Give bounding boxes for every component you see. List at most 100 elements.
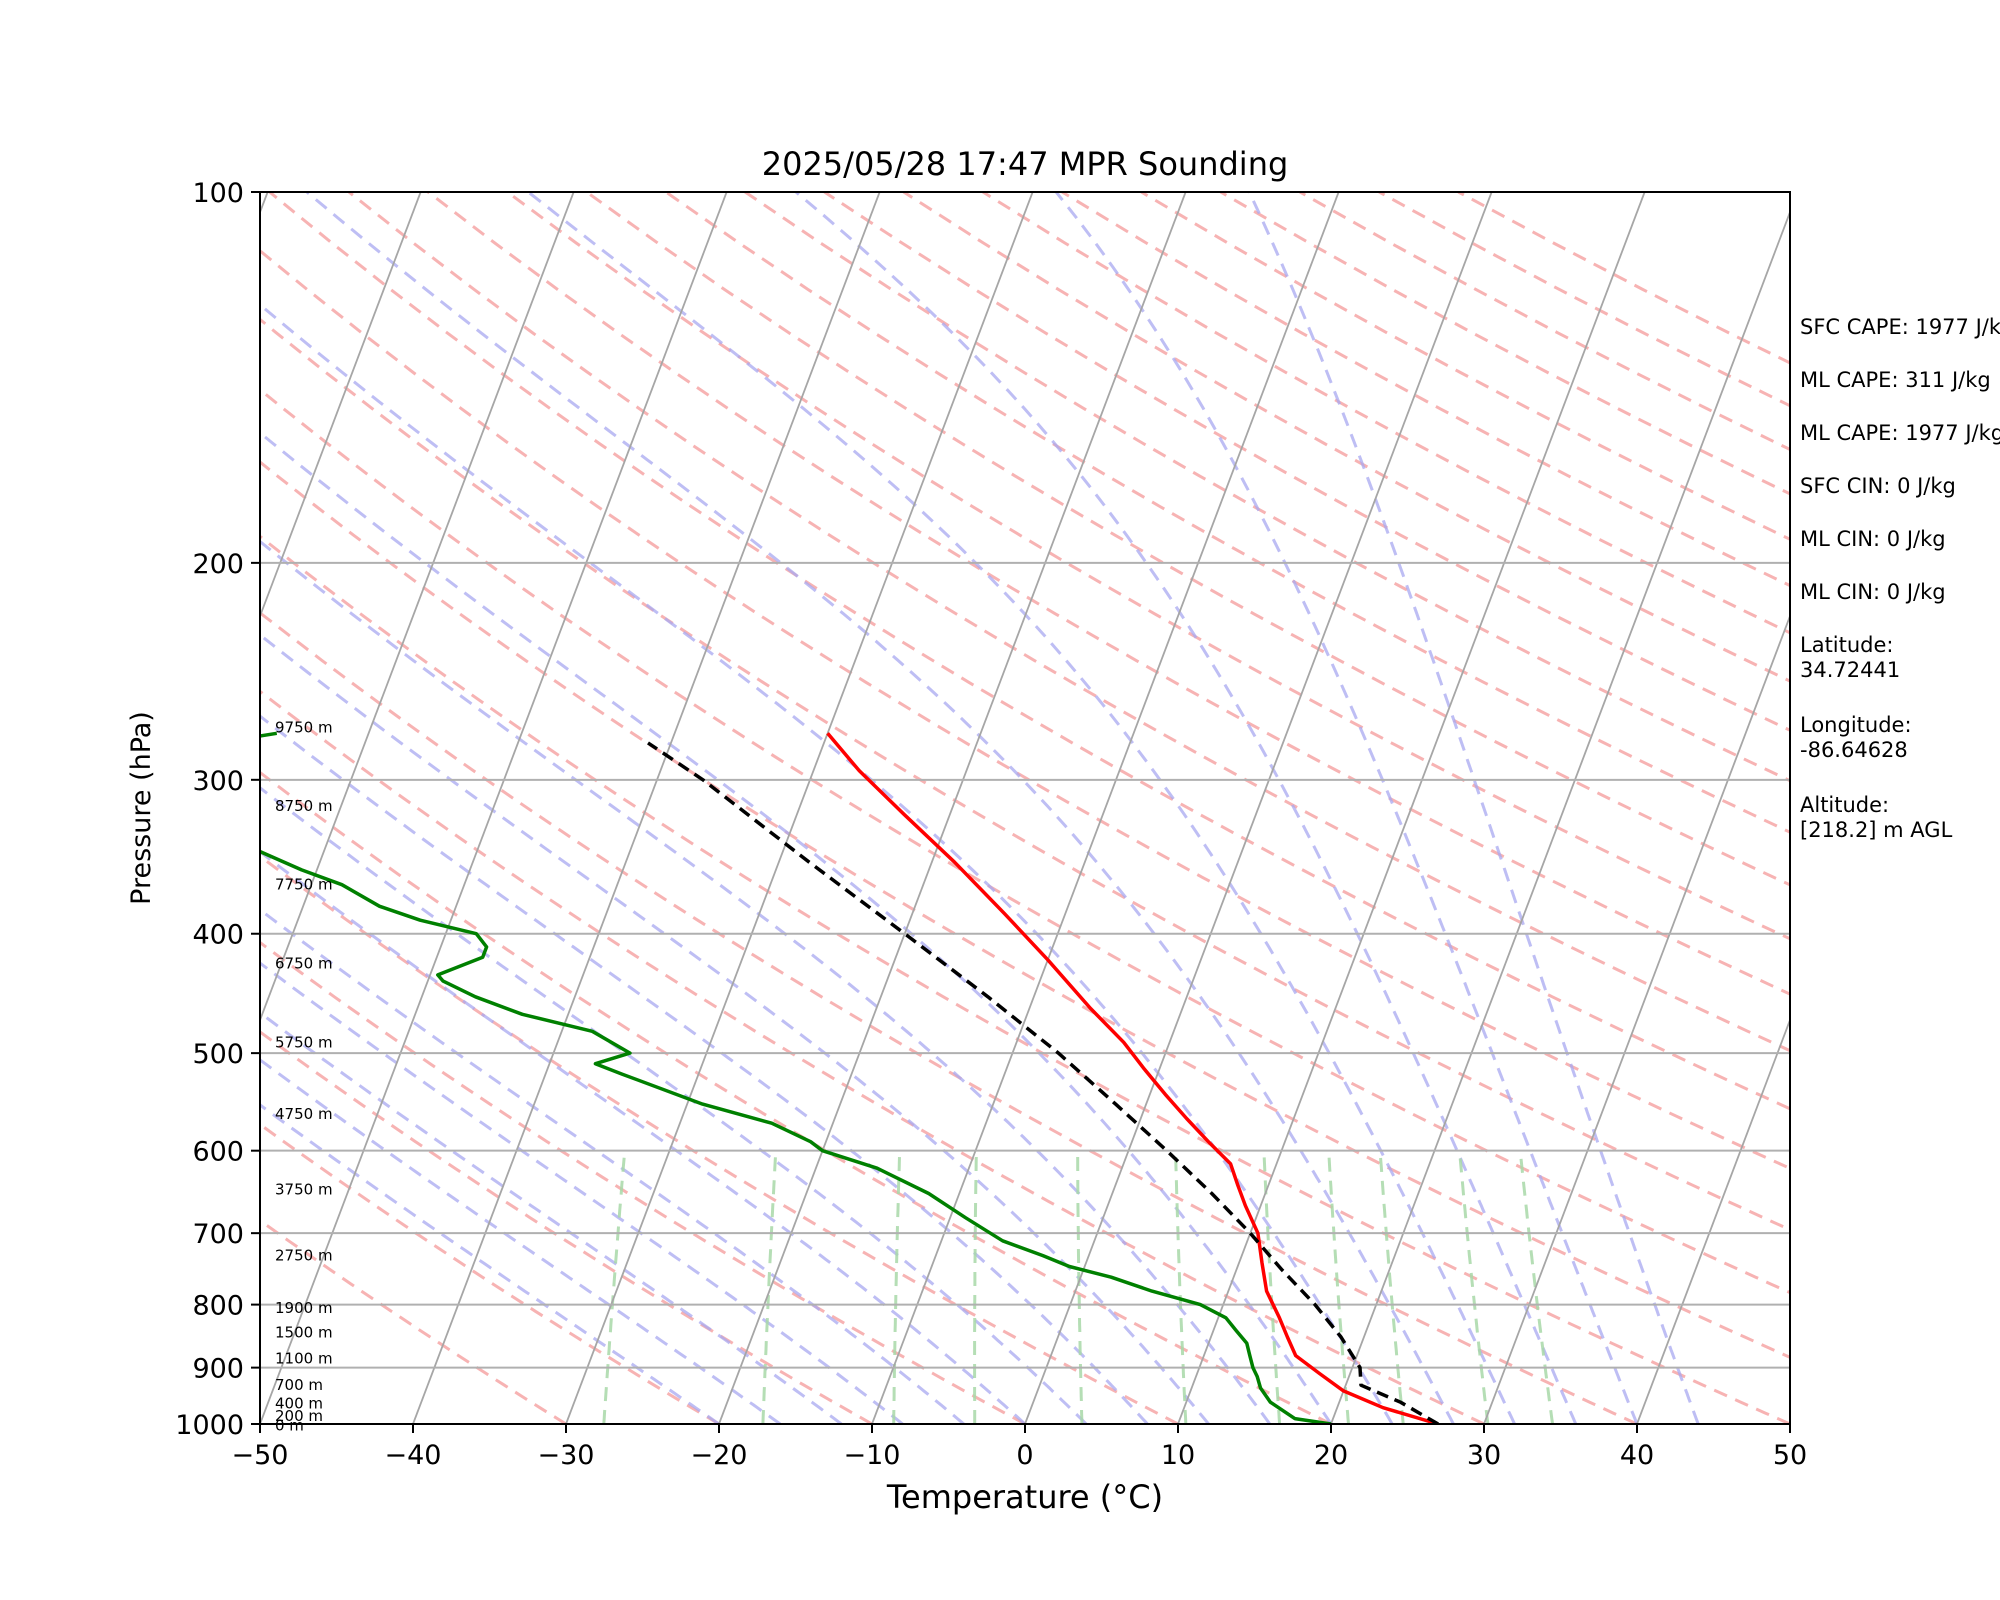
x-tick-label: 20 (1314, 1440, 1348, 1471)
height-label: 9750 m (275, 718, 333, 736)
height-label: 1900 m (275, 1299, 333, 1317)
isotherm (565, 192, 1034, 1424)
dry-adiabat (260, 1218, 567, 1424)
dewpoint-line (260, 731, 1332, 1424)
dry-adiabat (260, 1122, 720, 1424)
sfc-cape-text: SFC CAPE: 1977 J/kg (1800, 315, 2000, 339)
mixing-ratio-line (973, 1150, 978, 1424)
height-label: 8750 m (275, 797, 333, 815)
isotherm (1636, 1017, 1790, 1424)
moist-adiabat (260, 1010, 843, 1424)
x-tick-label: −50 (232, 1440, 289, 1471)
latitude-label: Latitude: (1800, 633, 1894, 657)
ml-cape-text-2: ML CAPE: 1977 J/kg (1800, 421, 2000, 445)
y-tick-label: 500 (192, 1039, 244, 1070)
isotherm (1024, 192, 1493, 1424)
y-tick-label: 200 (192, 549, 244, 580)
moist-adiabat (260, 961, 904, 1424)
dry-adiabat (260, 387, 1790, 1295)
height-label: 6750 m (275, 955, 333, 973)
moist-adiabat (260, 633, 1210, 1424)
dry-adiabat (744, 192, 1790, 783)
longitude-value: -86.64628 (1800, 738, 1908, 762)
moist-adiabat (305, 192, 1455, 1424)
mixing-ratio-line (1174, 1150, 1188, 1424)
y-tick-label: 800 (192, 1291, 244, 1322)
chart-title: 2025/05/28 17:47 MPR Sounding (762, 145, 1289, 183)
moist-adiabat (795, 192, 1578, 1424)
y-tick-label: 700 (192, 1219, 244, 1250)
ml-cin-text-2: ML CIN: 0 J/kg (1800, 580, 1946, 604)
dry-adiabat (260, 317, 1790, 1232)
sounding-stats: SFC CAPE: 1977 J/kg ML CAPE: 311 J/kg ML… (1800, 315, 2000, 873)
height-label: 4750 m (275, 1105, 333, 1123)
latitude-value: 34.72441 (1800, 658, 1901, 682)
height-label: 400 m (275, 1394, 323, 1412)
moist-adiabat (260, 785, 1088, 1424)
dry-adiabat (260, 770, 1332, 1424)
x-tick-label: −10 (844, 1440, 901, 1471)
altitude-block: Altitude: [218.2] m AGL (1800, 793, 2000, 873)
temperature-line (826, 732, 1439, 1424)
isotherm (718, 192, 1187, 1424)
dry-adiabat (260, 248, 1790, 1171)
mixing-ratio-line (1076, 1150, 1084, 1424)
moist-adiabat (260, 1103, 720, 1424)
y-tick-label: 400 (192, 920, 244, 951)
dry-adiabat (268, 192, 1790, 1111)
moist-adiabat (260, 714, 1149, 1424)
sounding-series (260, 731, 1439, 1424)
y-tick-label: 900 (192, 1354, 244, 1385)
isotherm (412, 192, 881, 1424)
mixing-ratio-line (602, 1150, 627, 1424)
y-tick-label: 1000 (175, 1410, 244, 1441)
moist-adiabat (260, 539, 1272, 1424)
altitude-value: [218.2] m AGL (1800, 818, 1953, 842)
isotherm (871, 192, 1340, 1424)
dry-adiabat (665, 192, 1790, 834)
dry-adiabat (823, 192, 1790, 732)
y-axis-label: Pressure (hPa) (126, 711, 157, 905)
moist-adiabat (1247, 192, 1700, 1424)
moist-adiabat (260, 907, 965, 1424)
longitude-label: Longitude: (1800, 713, 1912, 737)
dry-adiabat (260, 689, 1485, 1424)
isotherm (260, 192, 728, 1424)
altitude-label: Altitude: (1800, 793, 1890, 817)
sfc-cin-text: SFC CIN: 0 J/kg (1800, 474, 1956, 498)
ml-cape-text: ML CAPE: 311 J/kg (1800, 368, 1991, 392)
x-axis-ticks: −50 −40 −30 −20 −10 0 10 20 30 40 50 (232, 1424, 1807, 1471)
dry-adiabat (427, 192, 1790, 996)
y-tick-label: 100 (192, 178, 244, 209)
x-tick-label: −40 (385, 1440, 442, 1471)
y-tick-label: 300 (192, 766, 244, 797)
height-label: 0 m (275, 1417, 304, 1435)
height-label: 1500 m (275, 1324, 333, 1342)
dry-adiabat (506, 192, 1790, 941)
dry-adiabat (585, 192, 1790, 887)
height-label: 7750 m (275, 876, 333, 894)
mixing-ratio-line (761, 1150, 778, 1424)
background-lines (260, 192, 1790, 1424)
x-axis-label: Temperature (°C) (886, 1478, 1163, 1516)
dry-adiabat (260, 940, 1026, 1424)
latitude-block: Latitude: 34.72441 (1800, 633, 2000, 713)
x-tick-label: 40 (1620, 1440, 1654, 1471)
isotherm (1330, 209, 1790, 1424)
height-label: 5750 m (275, 1033, 333, 1051)
x-tick-label: 30 (1467, 1440, 1501, 1471)
parcel-profile-line (647, 741, 1439, 1424)
x-tick-label: 50 (1773, 1440, 1807, 1471)
dry-adiabat (260, 610, 1638, 1424)
moist-adiabat (1054, 192, 1639, 1424)
dry-adiabat (260, 534, 1790, 1424)
x-tick-label: 0 (1016, 1440, 1033, 1471)
ml-cin-text: ML CIN: 0 J/kg (1800, 527, 1946, 551)
y-axis-ticks: 1000 900 800 700 600 500 400 300 200 100 (175, 178, 260, 1441)
dry-adiabat (260, 460, 1790, 1359)
moist-adiabat (260, 430, 1333, 1424)
isotherm (1483, 613, 1790, 1424)
height-label: 2750 m (275, 1247, 333, 1265)
